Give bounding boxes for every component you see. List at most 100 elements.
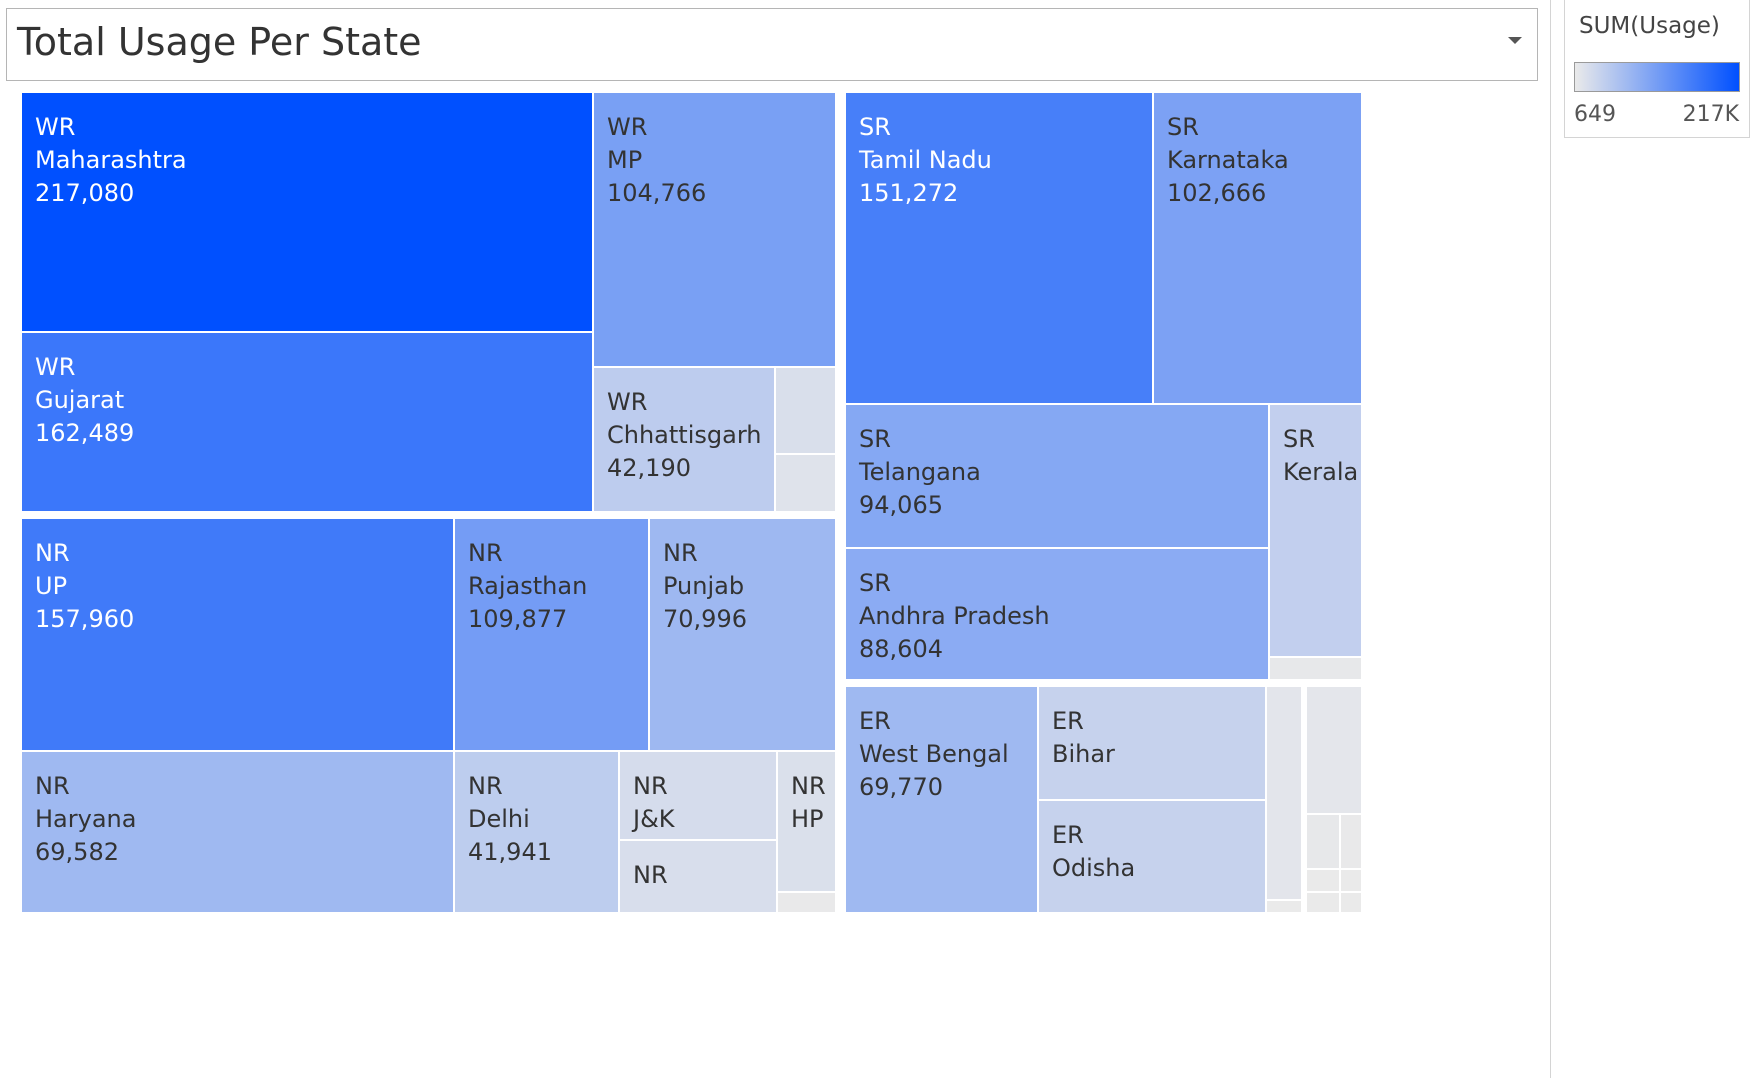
treemap-cell-wr-unlabeled-4[interactable] <box>776 368 837 455</box>
legend-color-ramp <box>1574 62 1740 92</box>
chevron-down-icon[interactable] <box>1508 37 1522 44</box>
state-label: Gujarat <box>35 386 125 414</box>
state-label: Andhra Pradesh <box>859 602 1050 630</box>
state-label: Telangana <box>859 458 981 486</box>
treemap-cell-wr-chhattisgarh-3[interactable]: WR Chhattisgarh 42,190 <box>594 368 776 513</box>
cell-label: WR Maharashtra 217,080 <box>35 111 187 210</box>
treemap-cell-wr-maharashtra-0[interactable]: WR Maharashtra 217,080 <box>22 93 594 333</box>
color-legend: SUM(Usage) 649 217K <box>1564 0 1750 138</box>
cell-label: ER West Bengal 69,770 <box>859 705 1009 804</box>
treemap-cell-wr-unlabeled-5[interactable] <box>776 455 837 513</box>
treemap-cell-sr-tamil-nadu-0[interactable]: SR Tamil Nadu 151,272 <box>846 93 1154 405</box>
chart-title: Total Usage Per State <box>17 20 422 64</box>
usage-value-label: 88,604 <box>859 635 943 663</box>
state-label: West Bengal <box>859 740 1009 768</box>
region-label: NR <box>468 539 503 567</box>
treemap-cell-er-unlabeled-10[interactable] <box>1341 893 1363 914</box>
treemap-cell-nr-rajasthan-1[interactable]: NR Rajasthan 109,877 <box>455 519 650 752</box>
treemap-cell-nr-hp-7[interactable]: NR HP <box>778 752 837 893</box>
treemap-cell-er-unlabeled-11[interactable] <box>1267 901 1303 914</box>
cell-label: NR UP 157,960 <box>35 537 134 636</box>
region-label: SR <box>859 113 891 141</box>
region-label: NR <box>633 772 668 800</box>
state-label: J&K <box>633 805 675 833</box>
region-label: NR <box>791 772 826 800</box>
cell-label: SR Karnataka 102,666 <box>1167 111 1289 210</box>
treemap-cell-nr-haryana-3[interactable]: NR Haryana 69,582 <box>22 752 455 914</box>
usage-value-label: 41,941 <box>468 838 552 866</box>
state-label: Karnataka <box>1167 146 1289 174</box>
cell-label: NR Delhi 41,941 <box>468 770 552 869</box>
region-label: SR <box>1283 425 1315 453</box>
cell-label: NR J&K <box>633 770 675 836</box>
cell-label: NR <box>633 859 668 892</box>
treemap-cell-er-unlabeled-3[interactable] <box>1267 687 1303 901</box>
state-label: Punjab <box>663 572 745 600</box>
treemap-cell-er-bihar-1[interactable]: ER Bihar <box>1039 687 1267 801</box>
treemap-cell-sr-kerala-4[interactable]: SR Kerala <box>1270 405 1363 658</box>
usage-value-label: 42,190 <box>607 454 691 482</box>
state-label: Kerala <box>1283 458 1359 486</box>
region-label: NR <box>633 861 668 889</box>
state-label: Rajasthan <box>468 572 588 600</box>
state-label: HP <box>791 805 824 833</box>
treemap-cell-wr-gujarat-1[interactable]: WR Gujarat 162,489 <box>22 333 594 513</box>
legend-min-label: 649 <box>1574 102 1616 127</box>
usage-value-label: 69,582 <box>35 838 119 866</box>
region-label: NR <box>468 772 503 800</box>
region-label: SR <box>859 425 891 453</box>
treemap-cell-sr-karnataka-1[interactable]: SR Karnataka 102,666 <box>1154 93 1363 405</box>
treemap-cell-nr-unlabeled-8[interactable] <box>778 893 837 914</box>
cell-label: NR HP <box>791 770 826 836</box>
state-label: Chhattisgarh <box>607 421 762 449</box>
region-label: WR <box>607 113 648 141</box>
treemap-cell-nr-punjab-2[interactable]: NR Punjab 70,996 <box>650 519 837 752</box>
treemap-cell-nr-unlabeled-6[interactable]: NR <box>620 841 778 914</box>
region-label: WR <box>35 113 76 141</box>
usage-value-label: 109,877 <box>468 605 568 633</box>
treemap-cell-wr-mp-2[interactable]: WR MP 104,766 <box>594 93 837 368</box>
treemap-cell-er-unlabeled-7[interactable] <box>1307 870 1341 893</box>
region-label: NR <box>35 772 70 800</box>
cell-label: NR Punjab 70,996 <box>663 537 747 636</box>
treemap-cell-sr-unlabeled-5[interactable] <box>1270 658 1363 681</box>
region-label: ER <box>1052 707 1084 735</box>
legend-max-label: 217K <box>1682 102 1739 127</box>
treemap-cell-er-unlabeled-4[interactable] <box>1307 687 1363 815</box>
treemap-cell-er-west-bengal-0[interactable]: ER West Bengal 69,770 <box>846 687 1039 914</box>
state-label: UP <box>35 572 68 600</box>
title-bar[interactable]: Total Usage Per State <box>6 8 1538 81</box>
usage-value-label: 94,065 <box>859 491 943 519</box>
region-label: WR <box>607 388 648 416</box>
cell-label: NR Rajasthan 109,877 <box>468 537 587 636</box>
treemap-cell-nr-delhi-4[interactable]: NR Delhi 41,941 <box>455 752 620 914</box>
treemap-cell-nr-j-k-5[interactable]: NR J&K <box>620 752 778 841</box>
legend-title: SUM(Usage) <box>1579 13 1720 39</box>
region-label: ER <box>859 707 891 735</box>
treemap-cell-er-unlabeled-9[interactable] <box>1307 893 1341 914</box>
side-panel <box>1550 0 1764 1078</box>
treemap-cell-er-unlabeled-5[interactable] <box>1307 815 1341 870</box>
usage-value-label: 157,960 <box>35 605 135 633</box>
cell-label: NR Haryana 69,582 <box>35 770 136 869</box>
region-label: SR <box>1167 113 1199 141</box>
state-label: Delhi <box>468 805 530 833</box>
usage-value-label: 217,080 <box>35 179 135 207</box>
treemap-cell-sr-telangana-2[interactable]: SR Telangana 94,065 <box>846 405 1270 549</box>
treemap-cell-er-odisha-2[interactable]: ER Odisha <box>1039 801 1267 914</box>
treemap-cell-er-unlabeled-6[interactable] <box>1341 815 1363 870</box>
region-label: WR <box>35 353 76 381</box>
cell-label: SR Telangana 94,065 <box>859 423 981 522</box>
treemap-cell-sr-andhra-pradesh-3[interactable]: SR Andhra Pradesh 88,604 <box>846 549 1270 681</box>
usage-value-label: 162,489 <box>35 419 135 447</box>
region-label: NR <box>663 539 698 567</box>
treemap-cell-nr-up-0[interactable]: NR UP 157,960 <box>22 519 455 752</box>
region-label: SR <box>859 569 891 597</box>
state-label: Bihar <box>1052 740 1115 768</box>
treemap: WR Maharashtra 217,080 WR Gujarat 162,489 WR MP… <box>22 93 1363 914</box>
treemap-cell-er-unlabeled-8[interactable] <box>1341 870 1363 893</box>
cell-label: SR Tamil Nadu 151,272 <box>859 111 992 210</box>
cell-label: SR Kerala <box>1283 423 1358 489</box>
state-label: Haryana <box>35 805 137 833</box>
usage-value-label: 104,766 <box>607 179 707 207</box>
